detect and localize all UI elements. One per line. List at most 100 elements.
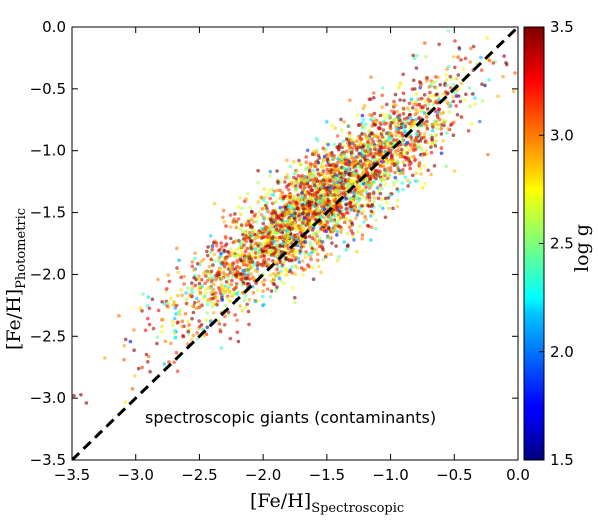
scatter-point	[311, 193, 316, 197]
scatter-point	[466, 129, 471, 133]
scatter-point	[336, 147, 341, 152]
scatter-point	[380, 93, 385, 98]
scatter-point	[425, 79, 429, 83]
scatter-point	[405, 140, 409, 145]
scatter-point	[218, 328, 222, 332]
scatter-point	[386, 173, 390, 177]
scatter-point	[228, 299, 232, 303]
scatter-point	[335, 258, 340, 263]
scatter-point	[240, 252, 245, 257]
scatter-point	[333, 126, 338, 130]
scatter-point	[347, 172, 351, 177]
scatter-point	[262, 302, 266, 307]
scatter-point	[418, 109, 422, 113]
scatter-point	[210, 247, 214, 252]
scatter-point	[310, 152, 315, 156]
scatter-point	[260, 264, 265, 268]
scatter-point	[310, 188, 314, 193]
scatter-point	[367, 97, 372, 102]
colorbar-tick-label: 3.0	[550, 126, 574, 144]
scatter-point	[237, 239, 241, 243]
scatter-point	[309, 257, 313, 262]
scatter-point	[355, 249, 359, 254]
scatter-point	[329, 193, 333, 198]
scatter-point	[261, 235, 265, 240]
scatter-point	[145, 316, 150, 321]
scatter-point	[357, 152, 362, 156]
scatter-point	[299, 181, 304, 185]
scatter-point	[180, 293, 184, 298]
scatter-point	[377, 188, 381, 193]
scatter-point	[353, 188, 357, 193]
scatter-point	[451, 94, 455, 99]
y-tick-label: −0.5	[30, 80, 66, 98]
scatter-point	[270, 192, 274, 197]
scatter-point	[193, 256, 197, 261]
scatter-point	[363, 157, 367, 161]
scatter-point	[354, 216, 358, 221]
scatter-point	[278, 188, 282, 193]
scatter-point	[242, 298, 247, 303]
scatter-point	[307, 191, 311, 196]
scatter-point	[216, 299, 220, 303]
scatter-point	[212, 259, 217, 263]
scatter-point	[307, 168, 312, 173]
y-tick-label: −3.5	[30, 451, 66, 469]
scatter-point	[473, 102, 477, 106]
scatter-point	[205, 253, 210, 258]
scatter-point	[262, 229, 267, 233]
scatter-point	[161, 317, 165, 322]
scatter-point	[288, 164, 293, 169]
scatter-point	[422, 93, 427, 97]
plot-frame	[71, 26, 519, 461]
scatter-point	[285, 257, 289, 261]
scatter-point	[256, 255, 261, 260]
scatter-point	[445, 78, 449, 82]
scatter-point	[448, 101, 453, 105]
scatter-point	[288, 218, 293, 223]
scatter-point	[262, 278, 267, 282]
scatter-point	[190, 294, 194, 299]
scatter-point	[212, 282, 216, 287]
scatter-point	[324, 229, 329, 234]
scatter-point	[296, 173, 301, 178]
scatter-point	[273, 211, 278, 216]
scatter-point	[376, 173, 380, 178]
scatter-point	[302, 183, 306, 187]
scatter-point	[244, 239, 248, 244]
scatter-point	[287, 225, 292, 230]
scatter-point	[238, 195, 242, 200]
scatter-point	[235, 264, 239, 269]
scatter-point	[397, 145, 401, 149]
scatter-point	[186, 319, 190, 324]
scatter-point	[205, 271, 210, 275]
scatter-point	[501, 74, 505, 79]
scatter-point	[433, 119, 437, 123]
scatter-point	[292, 160, 296, 164]
scatter-point	[321, 146, 326, 151]
scatter-point	[342, 120, 346, 124]
scatter-point	[442, 120, 446, 125]
scatter-point	[233, 313, 237, 317]
scatter-point	[425, 140, 430, 145]
x-tick-label: −3.0	[117, 466, 153, 484]
scatter-point	[305, 182, 309, 186]
scatter-point	[340, 145, 345, 150]
scatter-point	[453, 65, 457, 70]
scatter-point	[316, 229, 321, 234]
scatter-point	[368, 133, 372, 137]
scatter-point	[383, 140, 388, 144]
scatter-point	[424, 123, 429, 128]
scatter-point	[356, 164, 361, 168]
scatter-point	[436, 95, 441, 99]
scatter-point	[330, 150, 334, 155]
scatter-point	[190, 290, 195, 295]
scatter-point	[389, 162, 394, 167]
scatter-point	[310, 246, 315, 251]
scatter-point	[317, 173, 322, 177]
scatter-point	[332, 156, 337, 160]
scatter-point	[415, 132, 420, 137]
scatter-point	[277, 224, 281, 229]
scatter-point	[350, 173, 355, 178]
scatter-point	[312, 183, 317, 188]
